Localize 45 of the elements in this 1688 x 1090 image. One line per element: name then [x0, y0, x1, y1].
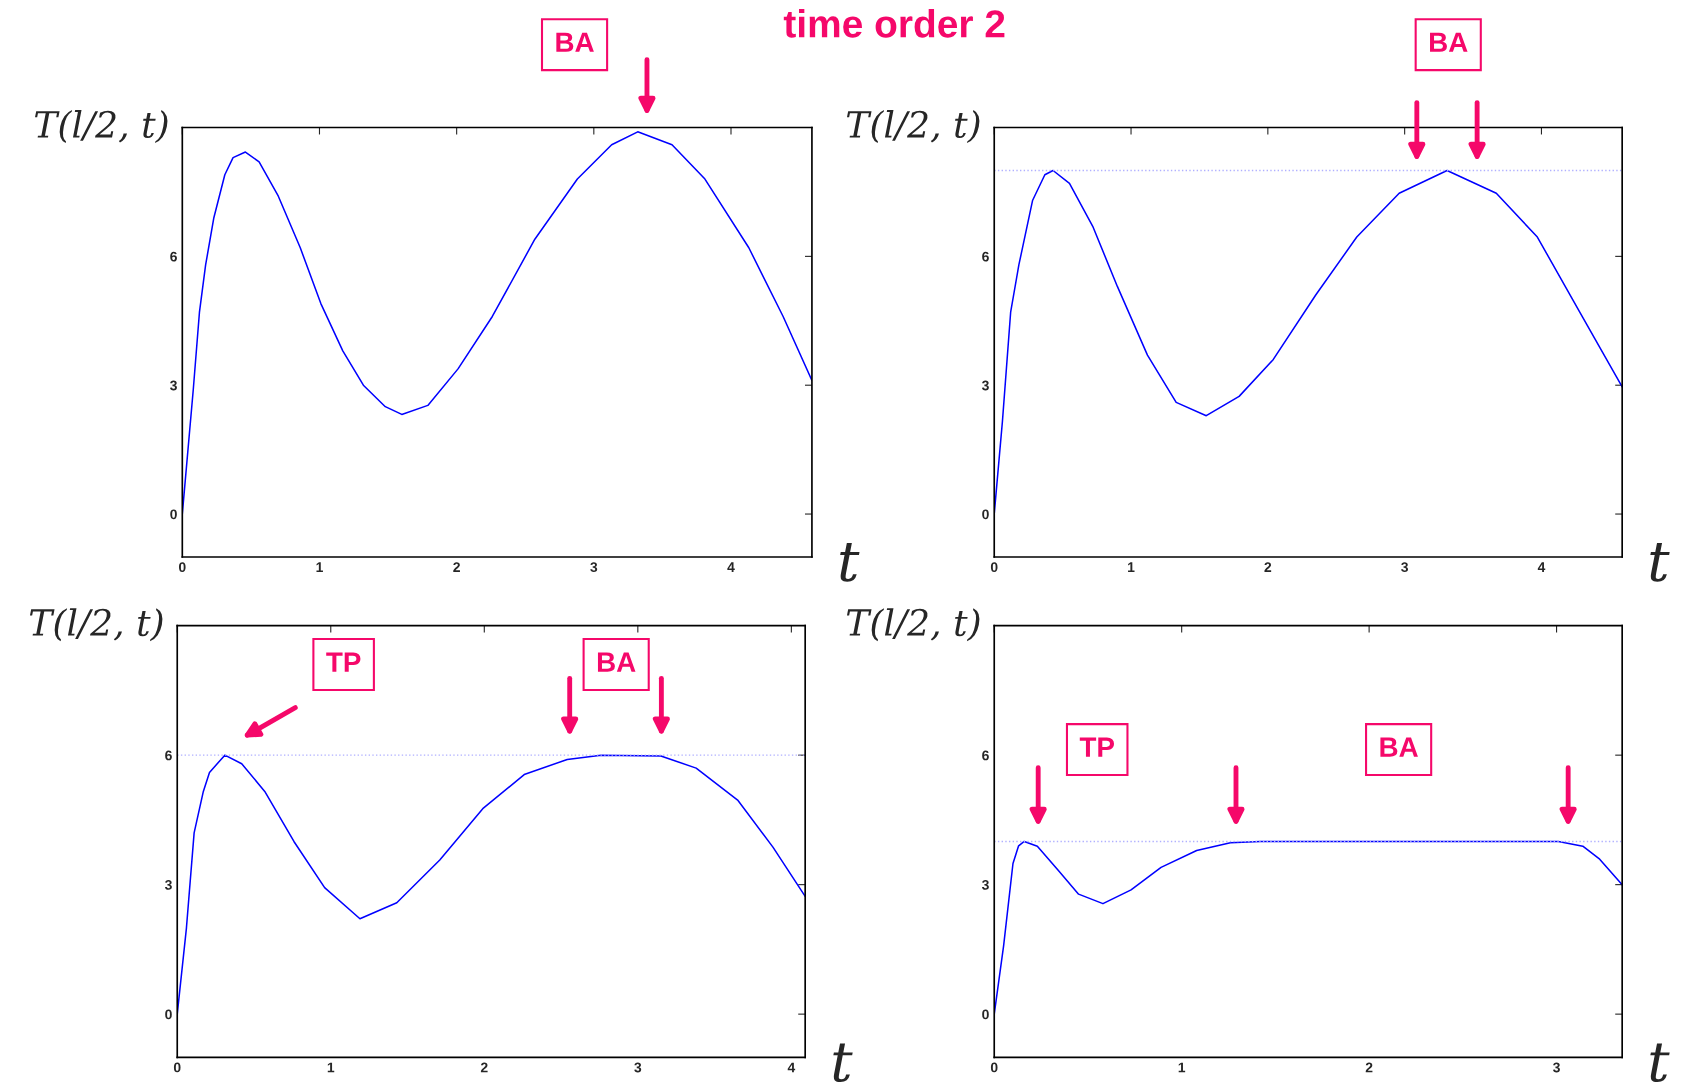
y-tick-label: 3: [981, 380, 989, 391]
x-tick-label: 2: [480, 1062, 488, 1073]
x-axis-title: t: [833, 1043, 853, 1083]
x-tick-label: 2: [1365, 1062, 1373, 1073]
x-tick-label: 2: [1264, 562, 1272, 572]
y-tick-label: 0: [982, 509, 989, 520]
text: BA: [1430, 32, 1468, 52]
x-axis-title: t: [1650, 1043, 1670, 1083]
annotation: TP: [1079, 737, 1115, 757]
x-tick-label: 0: [178, 562, 186, 573]
x-tick-label: 1: [316, 562, 323, 572]
y-axis-title: T(l/2, t): [846, 110, 980, 144]
x-tick-label: 0: [990, 1062, 998, 1073]
x-tick-label: 1: [327, 1062, 335, 1073]
y-tick-label: 0: [982, 1009, 989, 1020]
x-tick-label: 4: [1537, 562, 1546, 572]
y-tick-label: 3: [981, 879, 989, 890]
x-tick-label: 2: [453, 562, 460, 572]
y-tick-label: 3: [164, 879, 172, 890]
y-tick-label: 6: [982, 750, 989, 761]
y-axis-title: T(l/2, t): [846, 608, 980, 642]
x-axis-title: t: [840, 543, 860, 582]
text: time order 2: [783, 9, 1005, 38]
x-tick-label: 3: [590, 562, 598, 573]
annotation: BA: [597, 652, 636, 672]
x-tick-label: 3: [1401, 562, 1409, 573]
y-tick-label: 6: [982, 251, 989, 262]
y-axis-title: T(l/2, t): [35, 110, 168, 144]
x-axis-title: t: [1650, 543, 1670, 582]
annotation: TP: [326, 652, 361, 672]
x-tick-label: 4: [727, 562, 735, 572]
text: BA: [556, 32, 594, 52]
x-tick-label: 3: [1553, 1062, 1560, 1073]
y-axis-title: T(l/2, t): [29, 608, 163, 642]
x-tick-label: 0: [990, 562, 998, 573]
x-tick-label: 4: [787, 1062, 796, 1073]
x-tick-label: 3: [634, 1062, 642, 1073]
y-tick-label: 0: [165, 1009, 172, 1020]
y-tick-label: 0: [170, 509, 177, 520]
x-tick-label: 1: [1178, 1062, 1186, 1073]
x-tick-label: 1: [1128, 562, 1135, 572]
y-tick-label: 3: [170, 380, 177, 391]
y-tick-label: 6: [170, 251, 177, 262]
y-tick-label: 6: [165, 750, 172, 761]
annotation: BA: [1380, 737, 1418, 757]
